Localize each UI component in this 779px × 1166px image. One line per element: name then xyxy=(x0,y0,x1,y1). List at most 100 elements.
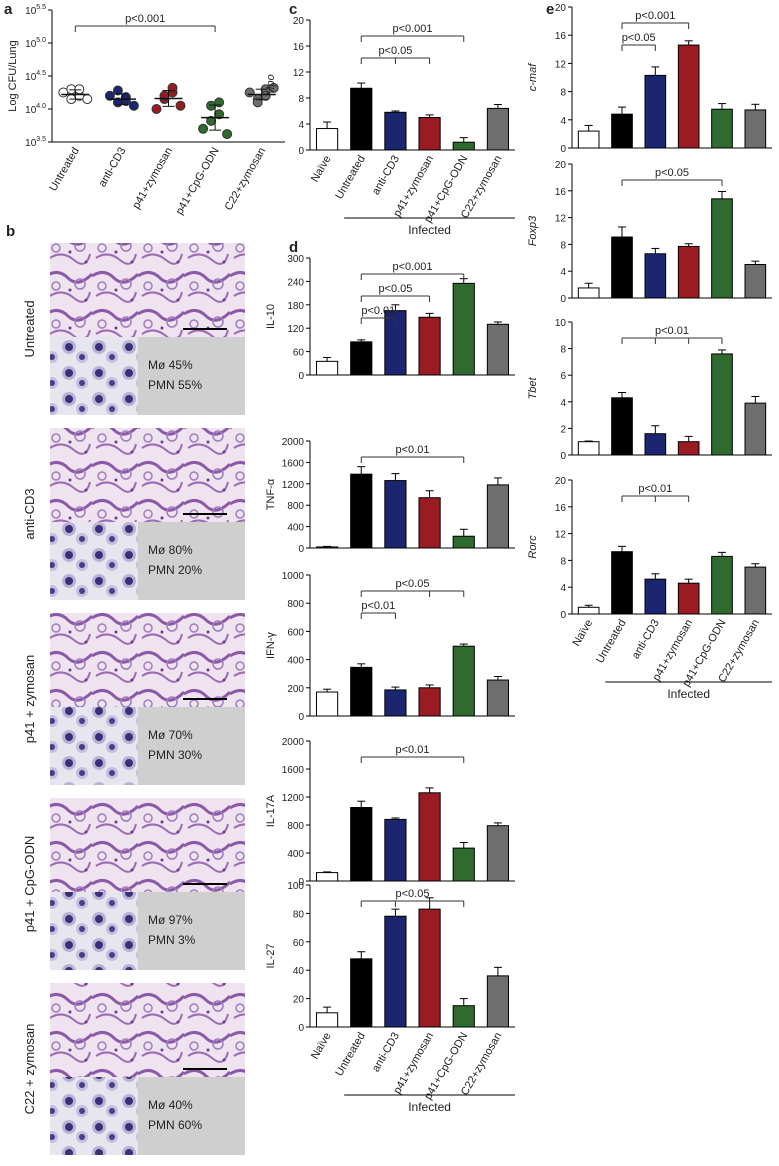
y-axis-label: IL-10 xyxy=(265,304,277,329)
y-tick-label: 12 xyxy=(555,214,567,225)
row-label: C22 + zymosan xyxy=(22,1024,37,1115)
bar xyxy=(384,480,407,549)
bar xyxy=(418,117,441,151)
percent-box xyxy=(138,892,245,970)
data-point xyxy=(151,104,162,114)
bar xyxy=(611,397,633,456)
data-point xyxy=(244,87,255,98)
panel-letter: e xyxy=(546,1,554,18)
y-tick-base: 10 xyxy=(25,105,37,116)
macrophage-percent: Mø 45% xyxy=(148,358,193,372)
bar xyxy=(452,847,475,882)
y-tick-label: 0 xyxy=(560,451,566,462)
bar xyxy=(452,141,475,151)
y-tick-label: 16 xyxy=(555,187,567,198)
y-axis-label: TNF-α xyxy=(265,478,277,510)
y-tick-label: 0 xyxy=(298,712,304,723)
y-tick-label: 80 xyxy=(293,909,305,920)
y-tick-label: 1600 xyxy=(282,765,305,776)
y-tick-label: 20 xyxy=(555,3,567,14)
y-tick-label: 600 xyxy=(287,627,304,638)
percent-box xyxy=(138,1077,245,1155)
y-tick-label: 200 xyxy=(287,684,304,695)
bar xyxy=(744,566,767,615)
y-tick-label: 0 xyxy=(560,144,566,155)
bar xyxy=(452,645,475,717)
data-point xyxy=(82,94,93,105)
bar xyxy=(486,107,510,151)
y-tick-exponent: 4.0 xyxy=(36,103,46,110)
data-point xyxy=(112,85,123,96)
x-tick-label: p41+CpG-ODN xyxy=(174,145,222,216)
x-tick-label: Untreated xyxy=(333,154,368,202)
bar xyxy=(677,245,700,299)
x-tick-label: Untreated xyxy=(47,146,82,194)
bar xyxy=(418,908,441,1028)
panel-letter: c xyxy=(289,1,297,18)
y-tick-label: 120 xyxy=(287,324,304,335)
x-tick-label: Untreated xyxy=(333,1031,368,1079)
y-tick-base: 10 xyxy=(25,138,37,149)
significance-label: p<0.05 xyxy=(396,578,430,590)
y-tick-label: 12 xyxy=(555,59,567,70)
y-axis-label: IL-27 xyxy=(265,943,277,968)
y-tick-label: 104.5 xyxy=(25,70,46,83)
bar xyxy=(486,825,510,882)
row-label: Untreated xyxy=(22,300,37,357)
y-tick-label: 8 xyxy=(560,88,566,99)
y-tick-label: 400 xyxy=(287,523,304,534)
y-tick-label: 1200 xyxy=(282,793,305,804)
data-point xyxy=(206,100,217,111)
bar xyxy=(644,433,667,456)
percent-box xyxy=(138,522,245,600)
bar xyxy=(486,975,510,1028)
row-label: p41 + CpG-ODN xyxy=(22,836,37,932)
bar xyxy=(711,555,733,615)
x-tick-label: Naïve xyxy=(309,154,334,185)
y-tick-label: 20 xyxy=(555,476,567,487)
bar xyxy=(677,44,700,149)
y-tick-label: 16 xyxy=(555,503,567,514)
row-label: anti-CD3 xyxy=(22,488,37,539)
bar xyxy=(350,473,373,549)
percent-box xyxy=(138,337,245,415)
pmn-percent: PMN 3% xyxy=(148,933,196,947)
bar xyxy=(315,360,339,376)
y-tick-label: 0 xyxy=(560,610,566,621)
y-axis-label: c-maf xyxy=(527,63,539,91)
y-axis-label: Rorc xyxy=(527,535,539,559)
y-axis-label: IL-17A xyxy=(265,794,277,827)
bar xyxy=(611,551,633,615)
y-tick-label: 0 xyxy=(560,294,566,305)
bar xyxy=(486,679,510,717)
y-axis-label: Foxp3 xyxy=(527,215,539,246)
y-tick-label: 6 xyxy=(560,371,566,382)
y-tick-label: 20 xyxy=(555,160,567,171)
bar xyxy=(577,441,600,456)
y-tick-label: 103.5 xyxy=(25,136,46,149)
significance-label: p<0.001 xyxy=(125,13,165,25)
x-tick-label: anti-CD3 xyxy=(630,618,662,662)
y-axis-label: Mpo xyxy=(265,74,277,95)
y-tick-label: 0 xyxy=(298,371,304,382)
cytology-inset xyxy=(50,1077,138,1155)
y-tick-label: 1600 xyxy=(282,458,305,469)
bar xyxy=(384,310,407,376)
y-tick-label: 0 xyxy=(298,1023,304,1034)
data-point xyxy=(104,90,115,101)
bar xyxy=(384,915,407,1028)
panel-letter: d xyxy=(289,239,298,256)
y-tick-label: 4 xyxy=(298,120,304,131)
bar xyxy=(677,582,700,615)
bar xyxy=(486,323,510,376)
y-tick-label: 300 xyxy=(287,254,304,265)
significance-label: p<0.01 xyxy=(361,600,395,612)
y-tick-base: 10 xyxy=(25,72,37,83)
data-point xyxy=(268,82,279,93)
significance-label: p<0.01 xyxy=(655,325,689,337)
y-tick-label: 20 xyxy=(293,995,305,1006)
y-tick-exponent: 5.0 xyxy=(36,37,46,44)
data-point xyxy=(175,100,186,111)
